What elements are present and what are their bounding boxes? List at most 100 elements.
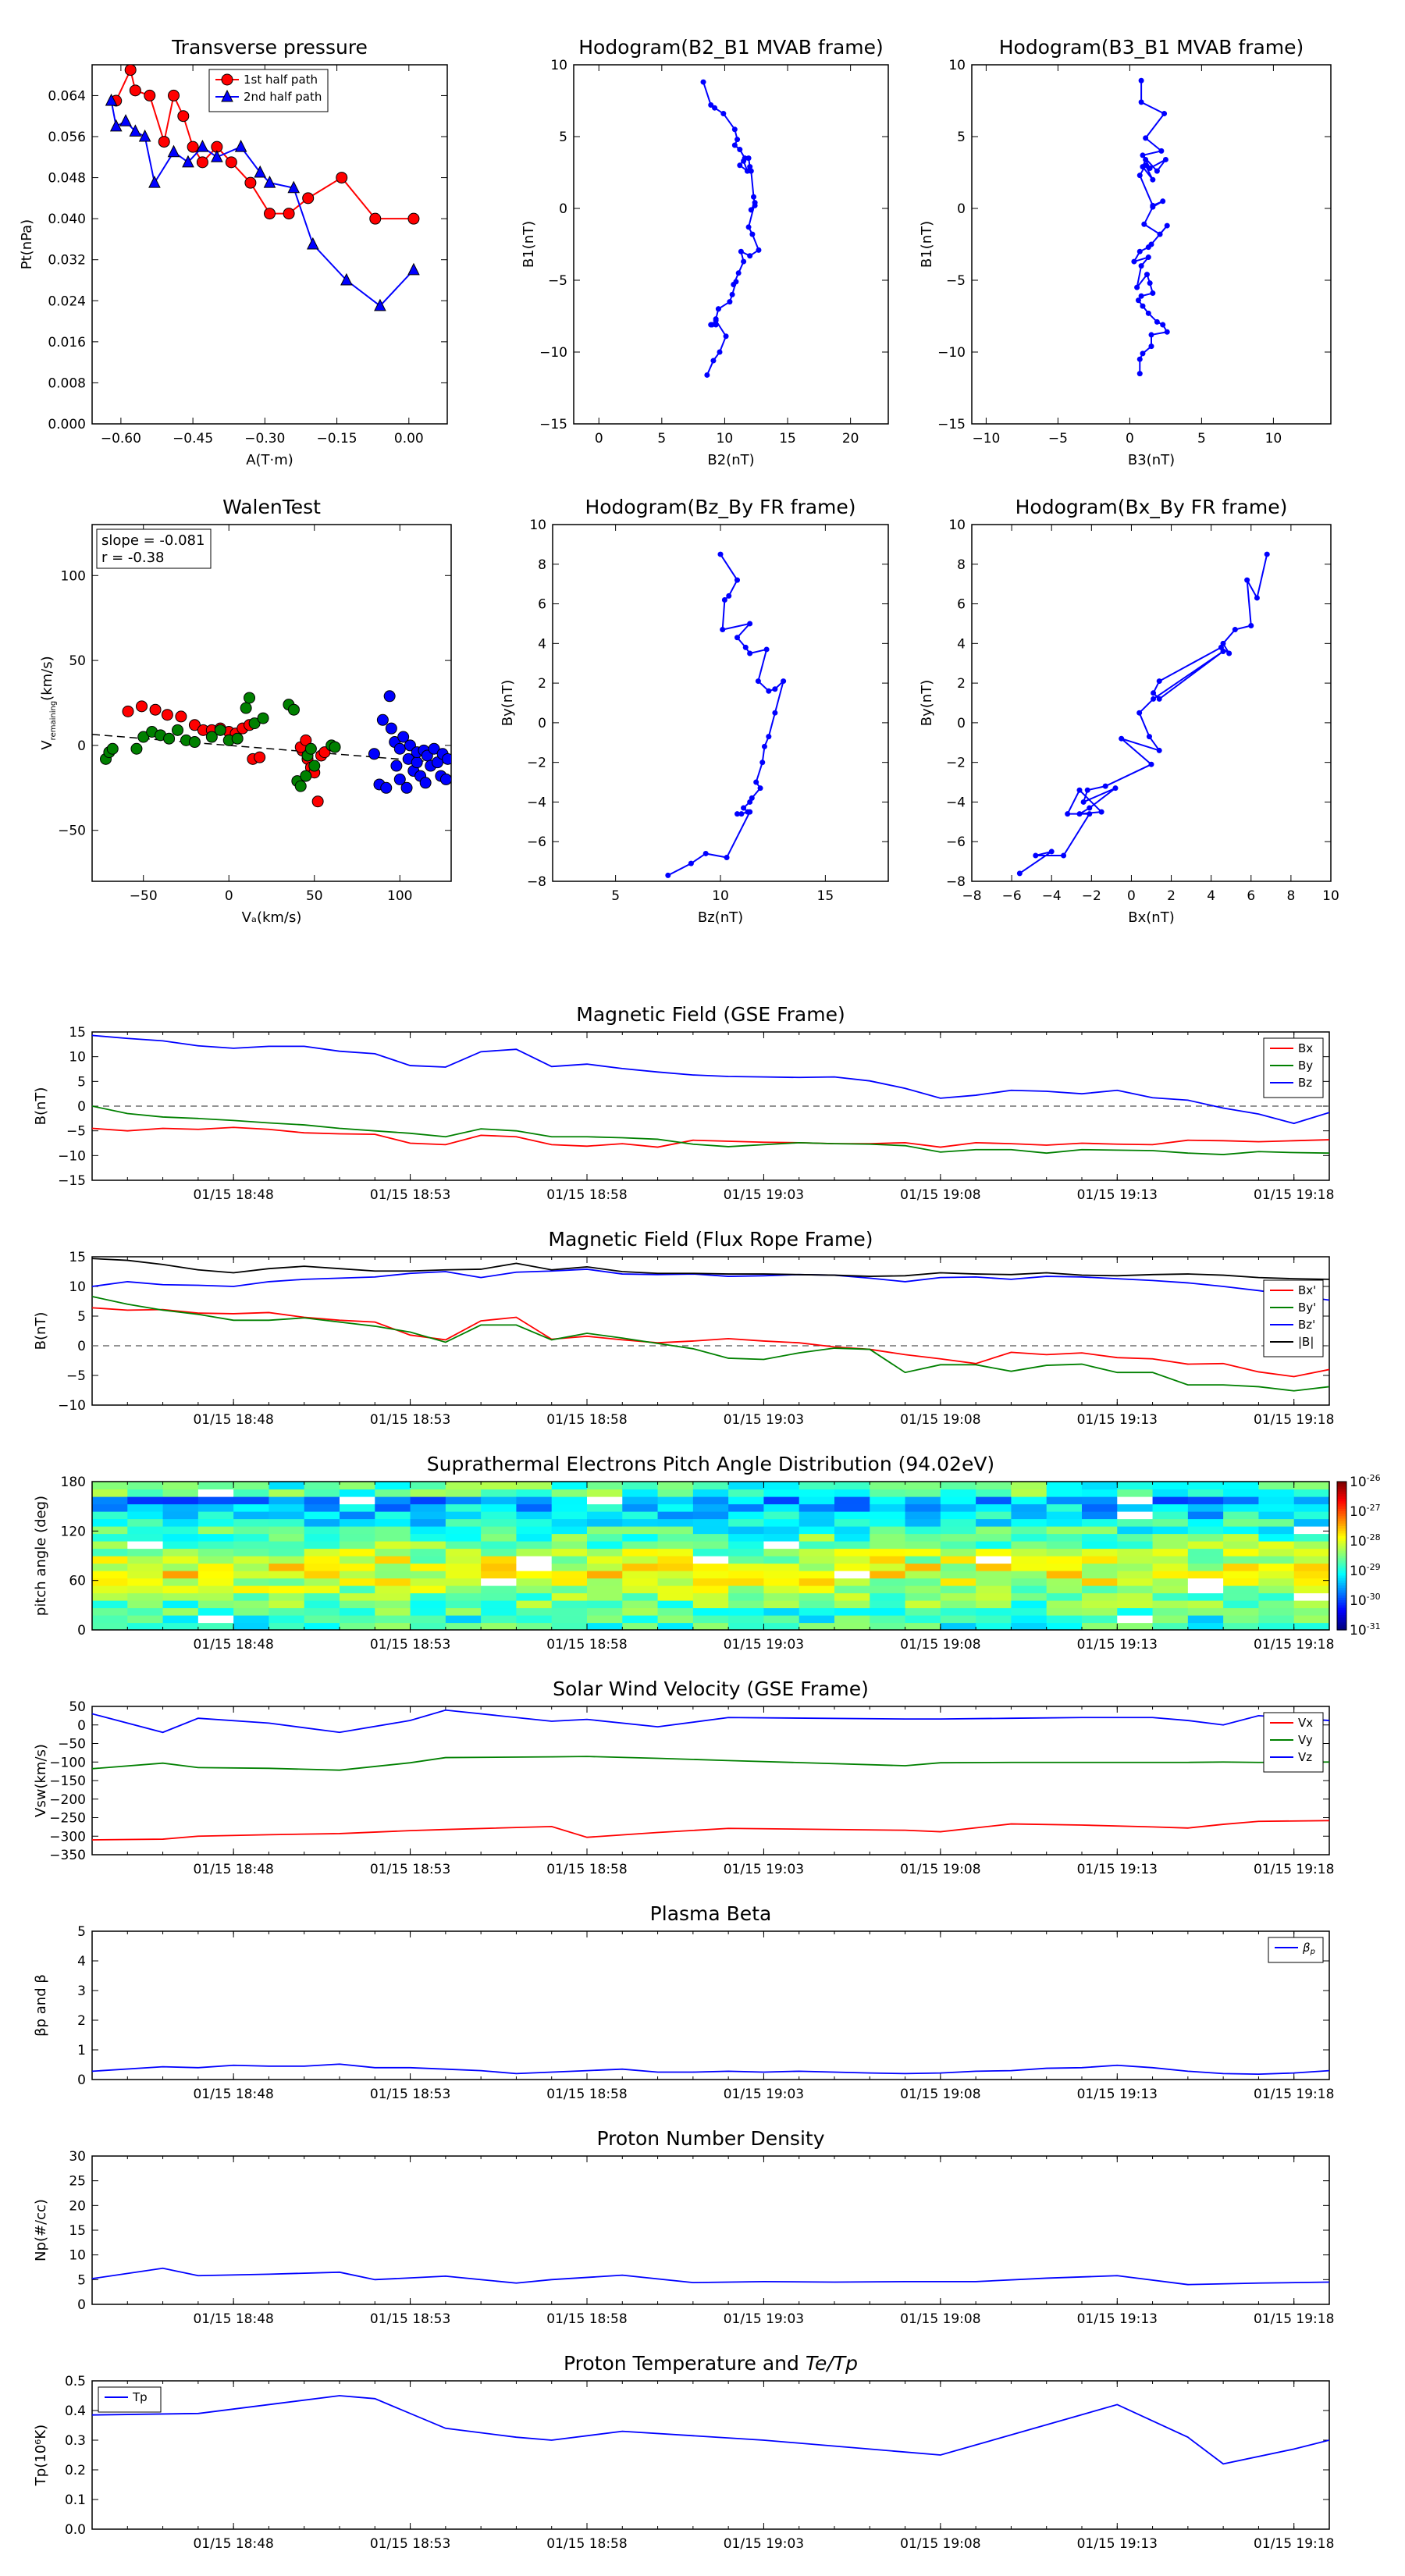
x-tick-label: 01/15 19:13 bbox=[1077, 2311, 1158, 2327]
y-axis-label: B1(nT) bbox=[521, 221, 537, 268]
y-tick-label: −4 bbox=[527, 795, 546, 810]
heatmap-cell bbox=[197, 1533, 234, 1542]
heatmap-cell bbox=[1117, 1489, 1154, 1497]
heatmap-cell bbox=[622, 1526, 659, 1535]
heatmap-cell bbox=[340, 1622, 375, 1630]
data-point bbox=[205, 731, 218, 743]
colorbar-segment bbox=[1337, 1567, 1346, 1571]
data-point bbox=[122, 705, 134, 717]
data-point bbox=[748, 168, 754, 174]
data-point bbox=[1087, 811, 1093, 817]
heatmap-cell bbox=[870, 1563, 906, 1571]
heatmap-cell bbox=[587, 1592, 623, 1601]
x-tick-label: 01/15 19:03 bbox=[724, 2087, 804, 2102]
heatmap-cell bbox=[1258, 1578, 1295, 1586]
heatmap-cell bbox=[162, 1622, 199, 1630]
heatmap-cell bbox=[763, 1578, 800, 1586]
heatmap-cell bbox=[1082, 1518, 1118, 1527]
heatmap-cell bbox=[657, 1592, 694, 1601]
heatmap-cell bbox=[127, 1482, 164, 1490]
heatmap-cell bbox=[870, 1496, 906, 1505]
heatmap-cell bbox=[1258, 1585, 1295, 1594]
x-tick-label: −10 bbox=[972, 431, 1000, 447]
colorbar-segment bbox=[1337, 1528, 1346, 1532]
heatmap-cell bbox=[1117, 1600, 1154, 1609]
heatmap-cell bbox=[551, 1556, 588, 1564]
heatmap-cell bbox=[340, 1571, 375, 1579]
colorbar-segment bbox=[1337, 1543, 1346, 1546]
x-tick-label: 5 bbox=[1197, 431, 1206, 447]
heatmap-cell bbox=[763, 1533, 800, 1542]
heatmap-cell bbox=[728, 1533, 765, 1542]
colorbar-segment bbox=[1337, 1548, 1346, 1552]
heatmap-cell bbox=[410, 1622, 446, 1630]
heatmap-cell bbox=[1117, 1533, 1154, 1542]
heatmap-cell bbox=[304, 1548, 340, 1557]
heatmap-cell bbox=[622, 1607, 659, 1616]
data-point bbox=[234, 140, 247, 152]
y-tick-label: −350 bbox=[49, 1848, 86, 1863]
heatmap-cell bbox=[162, 1607, 199, 1616]
y-tick-label: −2 bbox=[946, 756, 966, 771]
x-tick-label: −0.45 bbox=[173, 431, 213, 447]
data-point bbox=[1098, 809, 1104, 815]
heatmap-cell bbox=[799, 1489, 835, 1497]
heatmap-cell bbox=[1046, 1511, 1083, 1520]
heatmap-cell bbox=[657, 1541, 694, 1550]
y-tick-label: 4 bbox=[538, 636, 546, 652]
heatmap-cell bbox=[905, 1503, 941, 1512]
chart-hodo_b2b1: Hodogram(B2_B1 MVAB frame) 0 5 10 15 20 −15 −10… bbox=[521, 36, 889, 468]
heatmap-cell bbox=[763, 1482, 800, 1490]
heatmap-cell bbox=[940, 1556, 976, 1564]
y-axis-label: By(nT) bbox=[500, 680, 516, 726]
heatmap-cell bbox=[940, 1489, 976, 1497]
heatmap-cell bbox=[763, 1503, 800, 1512]
heatmap-cell bbox=[197, 1489, 234, 1497]
heatmap-cell bbox=[657, 1533, 694, 1542]
heatmap-cell bbox=[1152, 1489, 1189, 1497]
colorbar-exponent: -28 bbox=[1367, 1532, 1381, 1542]
x-tick-label: 01/15 18:48 bbox=[193, 2311, 273, 2327]
plot-frame bbox=[971, 524, 1332, 882]
heatmap-cell bbox=[1046, 1489, 1083, 1497]
heatmap-cell bbox=[940, 1511, 976, 1520]
heatmap-cell bbox=[92, 1556, 128, 1564]
heatmap-cell bbox=[1223, 1578, 1260, 1586]
x-tick-label: 01/15 19:03 bbox=[724, 1862, 804, 1877]
heatmap-cell bbox=[728, 1556, 765, 1564]
colorbar-segment bbox=[1337, 1582, 1346, 1586]
data-point bbox=[781, 678, 787, 685]
heatmap-cell bbox=[269, 1622, 305, 1630]
heatmap-cell bbox=[657, 1622, 694, 1630]
data-point bbox=[744, 168, 750, 174]
heatmap-cell bbox=[410, 1578, 446, 1586]
heatmap-cell bbox=[622, 1592, 659, 1601]
heatmap-cell bbox=[905, 1489, 941, 1497]
y-tick-label: 0.064 bbox=[48, 88, 86, 104]
y-tick-label: 30 bbox=[69, 2149, 86, 2165]
heatmap-cell bbox=[1011, 1592, 1048, 1601]
heatmap-cell bbox=[1223, 1489, 1260, 1497]
heatmap-cell bbox=[516, 1482, 553, 1490]
data-point bbox=[163, 732, 176, 745]
heatmap-cell bbox=[870, 1533, 906, 1542]
chart-title: Magnetic Field (Flux Rope Frame) bbox=[548, 1228, 873, 1251]
heatmap-cell bbox=[728, 1607, 765, 1616]
data-point bbox=[729, 291, 735, 297]
data-point bbox=[712, 105, 718, 111]
heatmap-cell bbox=[340, 1541, 375, 1550]
heatmap-cell bbox=[692, 1489, 729, 1497]
heatmap-cell bbox=[587, 1541, 623, 1550]
heatmap-cell bbox=[516, 1615, 553, 1624]
heatmap-cell bbox=[1293, 1496, 1329, 1505]
heatmap-cell bbox=[481, 1482, 518, 1490]
heatmap-cell bbox=[976, 1563, 1012, 1571]
heatmap-cell bbox=[269, 1496, 305, 1505]
heatmap-cell bbox=[127, 1578, 164, 1586]
data-point bbox=[393, 742, 406, 755]
heatmap-cell bbox=[940, 1622, 976, 1630]
heatmap-cell bbox=[692, 1571, 729, 1579]
legend-label: Bz bbox=[1298, 1076, 1312, 1090]
data-point bbox=[731, 126, 738, 133]
heatmap-cell bbox=[692, 1592, 729, 1601]
